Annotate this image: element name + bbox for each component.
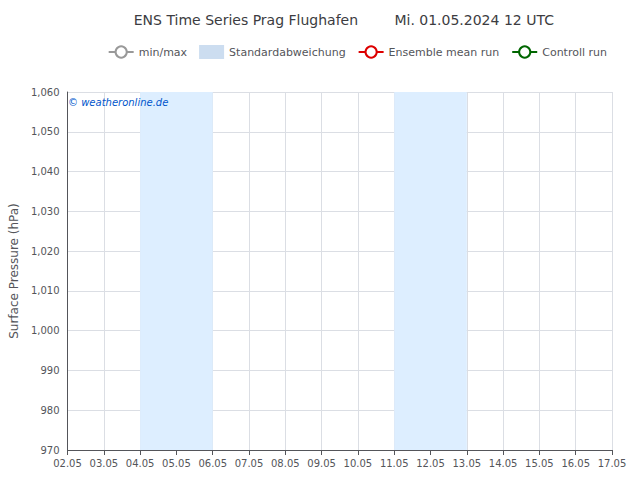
svg-text:07.05: 07.05 bbox=[235, 458, 264, 469]
svg-text:Ensemble mean run: Ensemble mean run bbox=[389, 46, 500, 59]
svg-text:1,040: 1,040 bbox=[31, 166, 60, 177]
svg-text:Surface Pressure (hPa): Surface Pressure (hPa) bbox=[7, 203, 21, 339]
svg-text:1,000: 1,000 bbox=[31, 325, 60, 336]
svg-text:08.05: 08.05 bbox=[271, 458, 300, 469]
svg-text:990: 990 bbox=[40, 365, 59, 376]
svg-text:1,050: 1,050 bbox=[31, 126, 60, 137]
svg-text:06.05: 06.05 bbox=[198, 458, 227, 469]
svg-text:14.05: 14.05 bbox=[489, 458, 518, 469]
svg-text:16.05: 16.05 bbox=[561, 458, 590, 469]
svg-text:12.05: 12.05 bbox=[416, 458, 445, 469]
svg-text:970: 970 bbox=[40, 445, 59, 456]
svg-text:min/max: min/max bbox=[139, 46, 188, 59]
svg-text:11.05: 11.05 bbox=[380, 458, 409, 469]
svg-text:05.05: 05.05 bbox=[162, 458, 191, 469]
svg-text:ENS Time Series Prag Flughafen: ENS Time Series Prag Flughafen bbox=[134, 12, 358, 28]
svg-text:17.05: 17.05 bbox=[598, 458, 627, 469]
svg-text:980: 980 bbox=[40, 405, 59, 416]
svg-text:1,020: 1,020 bbox=[31, 246, 60, 257]
svg-text:13.05: 13.05 bbox=[452, 458, 481, 469]
svg-text:04.05: 04.05 bbox=[126, 458, 155, 469]
svg-text:03.05: 03.05 bbox=[90, 458, 119, 469]
svg-text:Mi. 01.05.2024 12 UTC: Mi. 01.05.2024 12 UTC bbox=[394, 12, 554, 28]
svg-text:Controll run: Controll run bbox=[542, 46, 607, 59]
svg-text:Standardabweichung: Standardabweichung bbox=[229, 46, 346, 59]
svg-text:15.05: 15.05 bbox=[525, 458, 554, 469]
svg-text:09.05: 09.05 bbox=[307, 458, 336, 469]
svg-text:10.05: 10.05 bbox=[344, 458, 373, 469]
svg-text:1,060: 1,060 bbox=[31, 87, 60, 98]
svg-text:© weatheronline.de: © weatheronline.de bbox=[68, 97, 168, 108]
svg-text:02.05: 02.05 bbox=[53, 458, 82, 469]
svg-text:1,010: 1,010 bbox=[31, 285, 60, 296]
svg-text:1,030: 1,030 bbox=[31, 206, 60, 217]
